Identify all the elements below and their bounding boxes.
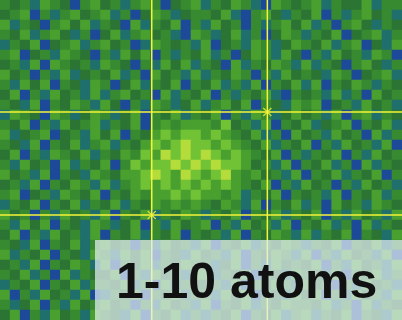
svg-text:1-10 atoms: 1-10 atoms xyxy=(116,253,377,309)
